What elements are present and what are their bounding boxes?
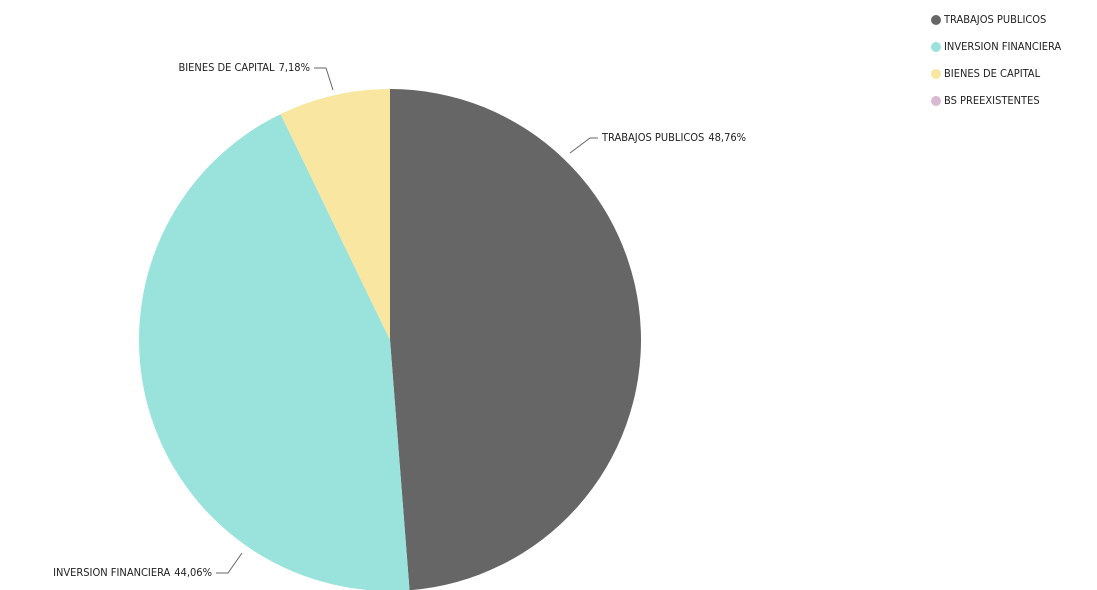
pie-slice (280, 89, 390, 340)
data-label-value: 7,18% (279, 61, 310, 74)
legend-label: TRABAJOS PUBLICOS (943, 13, 1046, 26)
pie-slice (390, 89, 641, 590)
data-label-category: INVERSION FINANCIERA (53, 566, 170, 579)
legend-label: BS PREEXISTENTES (944, 94, 1040, 107)
data-label-value: 48,76% (708, 131, 746, 144)
legend-marker (931, 42, 941, 52)
pie-slice (139, 114, 410, 590)
data-label: TRABAJOS PUBLICOS 48,76% (601, 131, 746, 144)
legend-marker (931, 96, 941, 106)
legend-marker (931, 15, 941, 25)
data-label-category: BIENES DE CAPITAL (178, 61, 275, 74)
data-label: INVERSION FINANCIERA 44,06% (53, 566, 212, 579)
data-label-category: TRABAJOS PUBLICOS (601, 131, 704, 144)
leader-line (314, 67, 334, 91)
legend-label: BIENES DE CAPITAL (944, 67, 1041, 80)
data-label: BIENES DE CAPITAL 7,18% (178, 61, 310, 74)
legend-label: INVERSION FINANCIERA (944, 40, 1061, 53)
data-label-value: 44,06% (174, 566, 212, 579)
leader-line (569, 137, 598, 154)
leader-line (216, 552, 243, 574)
legend-marker (931, 69, 941, 79)
